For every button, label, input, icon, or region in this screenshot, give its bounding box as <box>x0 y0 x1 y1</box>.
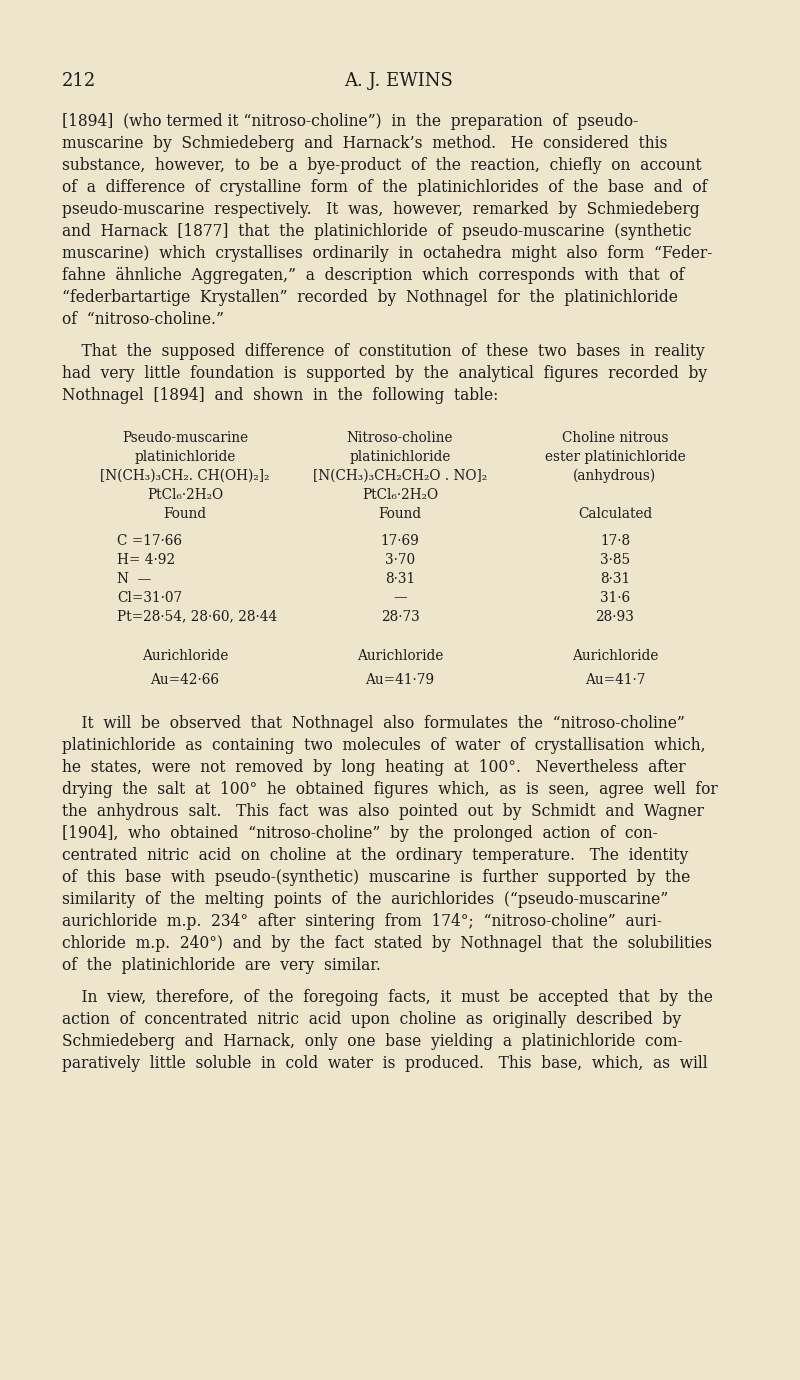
Text: A. J. EWINS: A. J. EWINS <box>344 72 453 90</box>
Text: aurichloride  m.p.  234°  after  sintering  from  174°;  “nitroso-choline”  auri: aurichloride m.p. 234° after sintering f… <box>62 912 662 930</box>
Text: of  the  platinichloride  are  very  similar.: of the platinichloride are very similar. <box>62 956 381 974</box>
Text: (anhydrous): (anhydrous) <box>574 468 657 483</box>
Text: pseudo-muscarine  respectively.   It  was,  however,  remarked  by  Schmiedeberg: pseudo-muscarine respectively. It was, h… <box>62 200 700 218</box>
Text: Au=41·7: Au=41·7 <box>585 672 645 687</box>
Text: Au=42·66: Au=42·66 <box>150 672 219 687</box>
Text: It  will  be  observed  that  Nothnagel  also  formulates  the  “nitroso-choline: It will be observed that Nothnagel also … <box>62 715 685 731</box>
Text: 8·31: 8·31 <box>600 571 630 585</box>
Text: muscarine)  which  crystallises  ordinarily  in  octahedra  might  also  form  “: muscarine) which crystallises ordinarily… <box>62 244 712 262</box>
Text: —: — <box>393 591 407 604</box>
Text: he  states,  were  not  removed  by  long  heating  at  100°.   Nevertheless  af: he states, were not removed by long heat… <box>62 759 686 776</box>
Text: the  anhydrous  salt.   This  fact  was  also  pointed  out  by  Schmidt  and  W: the anhydrous salt. This fact was also p… <box>62 803 704 820</box>
Text: Calculated: Calculated <box>578 506 652 520</box>
Text: Found: Found <box>378 506 422 520</box>
Text: PtCl₆·2H₂O: PtCl₆·2H₂O <box>147 487 223 501</box>
Text: 3·70: 3·70 <box>385 552 415 567</box>
Text: [N(CH₃)₃CH₂. CH(OH)₂]₂: [N(CH₃)₃CH₂. CH(OH)₂]₂ <box>100 469 270 483</box>
Text: 28·93: 28·93 <box>595 610 634 624</box>
Text: similarity  of  the  melting  points  of  the  aurichlorides  (“pseudo-muscarine: similarity of the melting points of the … <box>62 890 668 908</box>
Text: 28·73: 28·73 <box>381 610 419 624</box>
Text: fahne  ähnliche  Aggregaten,”  a  description  which  corresponds  with  that  o: fahne ähnliche Aggregaten,” a descriptio… <box>62 266 684 284</box>
Text: “federbartartige  Krystallen”  recorded  by  Nothnagel  for  the  platinichlorid: “federbartartige Krystallen” recorded by… <box>62 288 678 305</box>
Text: Cl=31·07: Cl=31·07 <box>117 591 182 604</box>
Text: substance,  however,  to  be  a  bye-product  of  the  reaction,  chiefly  on  a: substance, however, to be a bye-product … <box>62 156 702 174</box>
Text: In  view,  therefore,  of  the  foregoing  facts,  it  must  be  accepted  that : In view, therefore, of the foregoing fac… <box>62 988 713 1006</box>
Text: 17·69: 17·69 <box>381 534 419 548</box>
Text: Aurichloride: Aurichloride <box>357 649 443 662</box>
Text: Schmiedeberg  and  Harnack,  only  one  base  yielding  a  platinichloride  com-: Schmiedeberg and Harnack, only one base … <box>62 1032 682 1050</box>
Text: had  very  little  foundation  is  supported  by  the  analytical  figures  reco: had very little foundation is supported … <box>62 364 707 382</box>
Text: PtCl₆·2H₂O: PtCl₆·2H₂O <box>362 487 438 501</box>
Text: platinichloride: platinichloride <box>350 450 450 464</box>
Text: muscarine  by  Schmiedeberg  and  Harnack’s  method.   He  considered  this: muscarine by Schmiedeberg and Harnack’s … <box>62 135 667 152</box>
Text: of  a  difference  of  crystalline  form  of  the  platinichlorides  of  the  ba: of a difference of crystalline form of t… <box>62 178 707 196</box>
Text: of  “nitroso-choline.”: of “nitroso-choline.” <box>62 310 224 327</box>
Text: N  —: N — <box>117 571 151 585</box>
Text: 31·6: 31·6 <box>600 591 630 604</box>
Text: platinichloride  as  containing  two  molecules  of  water  of  crystallisation : platinichloride as containing two molecu… <box>62 737 706 753</box>
Text: [1894]  (who termed it “nitroso-choline”)  in  the  preparation  of  pseudo-: [1894] (who termed it “nitroso-choline”)… <box>62 113 638 130</box>
Text: 3·85: 3·85 <box>600 552 630 567</box>
Text: 8·31: 8·31 <box>385 571 415 585</box>
Text: 212: 212 <box>62 72 96 90</box>
Text: [N(CH₃)₃CH₂CH₂O . NO]₂: [N(CH₃)₃CH₂CH₂O . NO]₂ <box>313 469 487 483</box>
Text: H= 4·92: H= 4·92 <box>117 552 175 567</box>
Text: Pseudo-muscarine: Pseudo-muscarine <box>122 431 248 444</box>
Text: Choline nitrous: Choline nitrous <box>562 431 668 444</box>
Text: Aurichloride: Aurichloride <box>572 649 658 662</box>
Text: Au=41·79: Au=41·79 <box>366 672 434 687</box>
Text: action  of  concentrated  nitric  acid  upon  choline  as  originally  described: action of concentrated nitric acid upon … <box>62 1010 681 1028</box>
Text: C =17·66: C =17·66 <box>117 534 182 548</box>
Text: 17·8: 17·8 <box>600 534 630 548</box>
Text: chloride  m.p.  240°)  and  by  the  fact  stated  by  Nothnagel  that  the  sol: chloride m.p. 240°) and by the fact stat… <box>62 934 712 952</box>
Text: Aurichloride: Aurichloride <box>142 649 228 662</box>
Text: and  Harnack  [1877]  that  the  platinichloride  of  pseudo-muscarine  (synthet: and Harnack [1877] that the platinichlor… <box>62 222 691 240</box>
Text: platinichloride: platinichloride <box>134 450 236 464</box>
Text: Found: Found <box>163 506 206 520</box>
Text: of  this  base  with  pseudo-(synthetic)  muscarine  is  further  supported  by : of this base with pseudo-(synthetic) mus… <box>62 868 690 886</box>
Text: Nothnagel  [1894]  and  shown  in  the  following  table:: Nothnagel [1894] and shown in the follow… <box>62 386 498 403</box>
Text: centrated  nitric  acid  on  choline  at  the  ordinary  temperature.   The  ide: centrated nitric acid on choline at the … <box>62 846 688 864</box>
Text: paratively  little  soluble  in  cold  water  is  produced.   This  base,  which: paratively little soluble in cold water … <box>62 1054 708 1072</box>
Text: drying  the  salt  at  100°  he  obtained  figures  which,  as  is  seen,  agree: drying the salt at 100° he obtained figu… <box>62 781 718 798</box>
Text: ester platinichloride: ester platinichloride <box>545 450 686 464</box>
Text: That  the  supposed  difference  of  constitution  of  these  two  bases  in  re: That the supposed difference of constitu… <box>62 342 705 360</box>
Text: Nitroso-choline: Nitroso-choline <box>346 431 454 444</box>
Text: Pt=28·54, 28·60, 28·44: Pt=28·54, 28·60, 28·44 <box>117 610 278 624</box>
Text: [1904],  who  obtained  “nitroso-choline”  by  the  prolonged  action  of  con-: [1904], who obtained “nitroso-choline” b… <box>62 825 658 842</box>
